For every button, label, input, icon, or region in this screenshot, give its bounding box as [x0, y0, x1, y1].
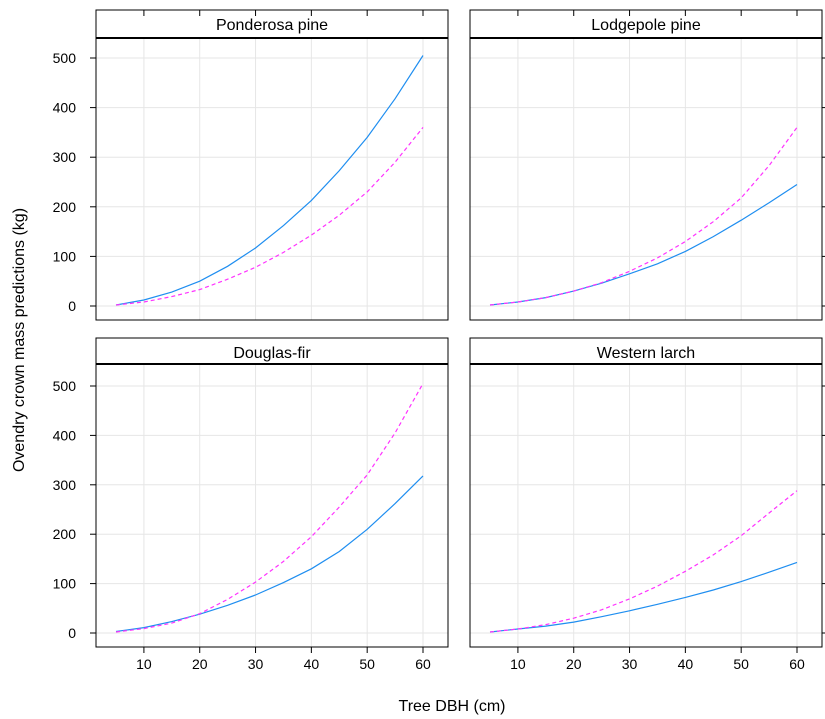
series-line-2 — [115, 127, 424, 306]
panel-border — [469, 9, 823, 321]
x-tick-label: 40 — [304, 656, 320, 672]
panel-border — [95, 337, 449, 648]
y-tick-label: 400 — [53, 427, 77, 443]
series-line-2 — [489, 490, 798, 633]
x-tick-label: 30 — [622, 656, 638, 672]
panel-strip — [95, 9, 449, 39]
series-line-2 — [489, 127, 798, 306]
x-tick-label: 20 — [566, 656, 582, 672]
panel-douglas-fir: Douglas-fir — [95, 337, 449, 648]
y-tick-label: 500 — [53, 50, 77, 66]
x-axis-title: Tree DBH (cm) — [399, 698, 506, 715]
y-tick-label: 200 — [53, 199, 77, 215]
x-tick-label: 40 — [678, 656, 694, 672]
y-tick-label: 500 — [53, 378, 77, 394]
panel-title: Western larch — [597, 345, 695, 362]
axes-group: 0 100 200 300 400 500 0 100 200 300 400 500 10 20 30 40… — [53, 50, 805, 672]
y-axis-title: Ovendry crown mass predictions (kg) — [11, 208, 28, 472]
y-tick-label: 300 — [53, 149, 77, 165]
y-tick-label: 0 — [68, 625, 76, 641]
x-tick-label: 30 — [248, 656, 264, 672]
y-tick-label: 0 — [68, 298, 76, 314]
panel-border — [95, 9, 449, 321]
panel-title: Lodgepole pine — [591, 17, 701, 34]
panel-lodgepole-pine: Lodgepole pine — [469, 9, 825, 321]
panel-strip — [95, 337, 449, 365]
panel-title: Douglas-fir — [233, 345, 311, 362]
x-tick-label: 20 — [192, 656, 208, 672]
y-tick-label: 100 — [53, 576, 77, 592]
y-tick-label: 200 — [53, 526, 77, 542]
panel-western-larch: Western larch — [469, 337, 825, 648]
x-tick-label: 50 — [359, 656, 375, 672]
x-tick-label: 50 — [733, 656, 749, 672]
y-tick-label: 300 — [53, 477, 77, 493]
series-line-1 — [489, 183, 798, 306]
x-tick-label: 10 — [510, 656, 526, 672]
panel-group: Ponderosa pine Lodgepole pine Douglas-fir W… — [95, 9, 825, 648]
y-tick-label: 400 — [53, 100, 77, 116]
series-line-1 — [115, 475, 424, 633]
panel-title: Ponderosa pine — [216, 17, 328, 34]
series-line-2 — [115, 383, 424, 633]
series-line-1 — [115, 55, 424, 306]
panel-ponderosa-pine: Ponderosa pine — [95, 9, 449, 321]
x-tick-label: 10 — [136, 656, 152, 672]
panel-border — [469, 337, 823, 648]
x-tick-label: 60 — [789, 656, 805, 672]
x-tick-label: 60 — [415, 656, 431, 672]
series-line-1 — [489, 561, 798, 633]
y-tick-label: 100 — [53, 248, 77, 264]
